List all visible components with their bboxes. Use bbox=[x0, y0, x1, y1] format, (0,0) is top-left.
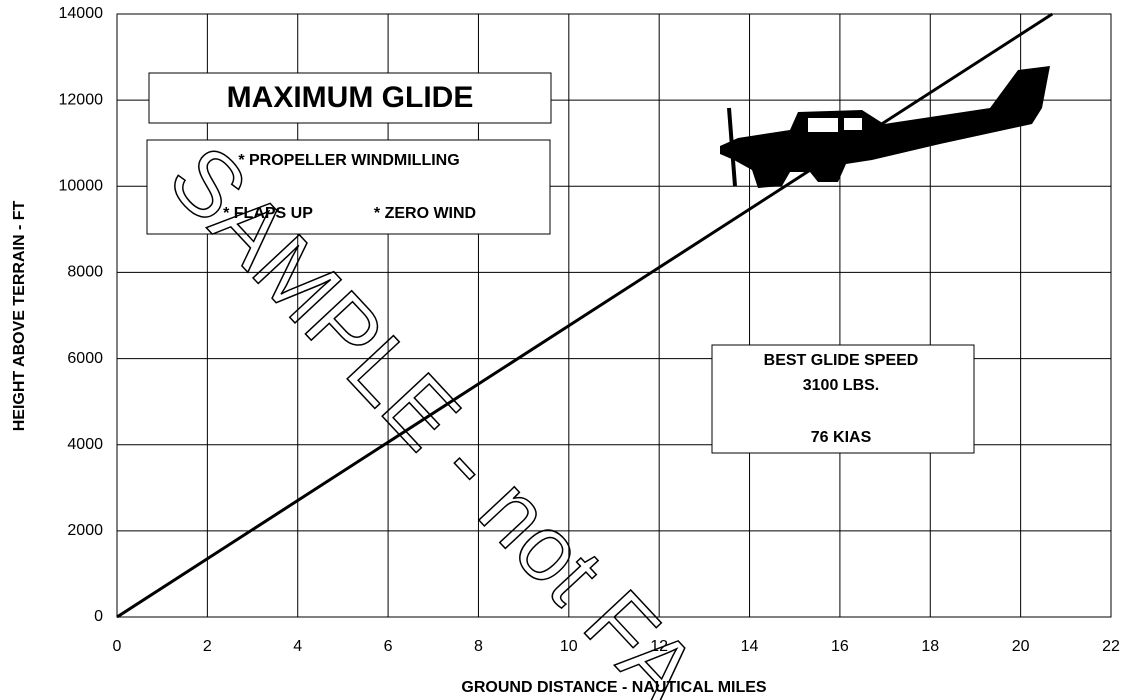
speed-text: 3100 LBS. bbox=[803, 377, 879, 394]
x-tick-label: 2 bbox=[203, 638, 212, 655]
x-tick-label: 12 bbox=[650, 638, 668, 655]
y-tick-label: 2000 bbox=[67, 522, 103, 539]
x-tick-label: 0 bbox=[113, 638, 122, 655]
chart: MAXIMUM GLIDE * PROPELLER WINDMILLING * … bbox=[0, 0, 1133, 700]
y-tick-label: 14000 bbox=[59, 5, 104, 22]
speed-text: 76 KIAS bbox=[811, 429, 872, 446]
x-tick-label: 14 bbox=[741, 638, 759, 655]
y-tick-label: 8000 bbox=[67, 264, 103, 281]
x-tick-label: 8 bbox=[474, 638, 483, 655]
x-tick-label: 20 bbox=[1012, 638, 1030, 655]
y-tick-label: 12000 bbox=[59, 91, 104, 108]
x-tick-label: 16 bbox=[831, 638, 849, 655]
y-tick-label: 10000 bbox=[59, 178, 104, 195]
x-tick-label: 18 bbox=[921, 638, 939, 655]
x-tick-label: 6 bbox=[384, 638, 393, 655]
y-axis-title: HEIGHT ABOVE TERRAIN - FT bbox=[11, 201, 28, 432]
condition-text: * PROPELLER WINDMILLING bbox=[238, 152, 459, 169]
y-tick-label: 4000 bbox=[67, 436, 103, 453]
x-tick-label: 22 bbox=[1102, 638, 1120, 655]
speed-text: BEST GLIDE SPEED bbox=[764, 352, 919, 369]
condition-text: * ZERO WIND bbox=[374, 205, 476, 222]
y-tick-label: 0 bbox=[94, 608, 103, 625]
title-box-text: MAXIMUM GLIDE bbox=[227, 81, 474, 114]
x-tick-label: 4 bbox=[293, 638, 302, 655]
x-tick-label: 10 bbox=[560, 638, 578, 655]
y-tick-label: 6000 bbox=[67, 350, 103, 367]
